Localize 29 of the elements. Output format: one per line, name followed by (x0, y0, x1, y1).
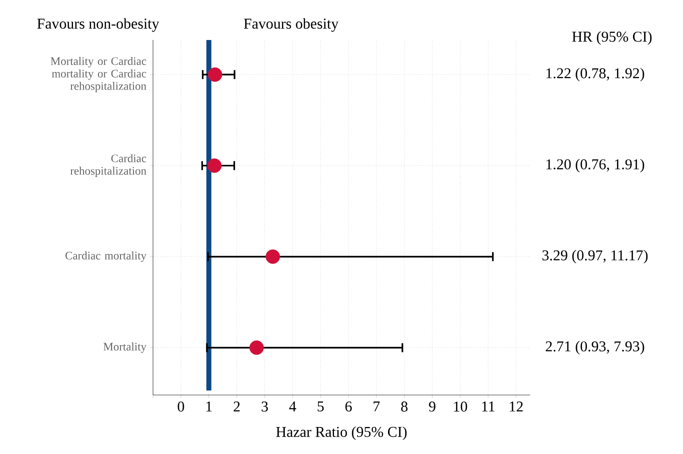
x-tick-label: 8 (401, 402, 408, 412)
data-label: 1.20 (0.76, 1.91) (546, 158, 644, 172)
x-tick-label: 0 (178, 402, 184, 412)
y-tick-label: Mortality (104, 342, 146, 353)
x-tick-label: 7 (374, 402, 380, 412)
x-tick-label: 12 (510, 402, 523, 412)
text: Favours obesity (244, 18, 338, 32)
y-tick-label: Mortality or Cardiac mortality or Cardiac rehospitalization (50, 56, 146, 92)
x-tick-label: 6 (345, 402, 352, 412)
x-tick-label: 2 (234, 402, 240, 412)
y-tick-label: Cardiac rehospitalization (70, 154, 146, 178)
data-label: 2.71 (0.93, 7.93) (546, 340, 644, 354)
x-tick-label: 5 (318, 402, 324, 412)
point (208, 67, 222, 82)
point (249, 340, 264, 355)
text: Favours non-obesity (37, 18, 160, 32)
data-label: 1.22 (0.78, 1.92) (546, 68, 644, 82)
point (207, 158, 222, 173)
x-tick-label: 1 (206, 402, 212, 412)
x-tick-label: 9 (429, 402, 436, 412)
text: HR (95% CI) (572, 31, 652, 45)
y-tick-label: Cardiac mortality (66, 251, 146, 262)
x-tick-label: 3 (262, 402, 268, 412)
x-tick-label: 11 (482, 402, 494, 412)
point (266, 249, 280, 264)
x-tick-label: 10 (454, 402, 468, 412)
data-label: 3.29 (0.97, 11.17) (542, 250, 648, 264)
x-axis-title: Hazar Ratio (95% CI) (276, 426, 407, 440)
x-tick-label: 4 (289, 402, 296, 412)
